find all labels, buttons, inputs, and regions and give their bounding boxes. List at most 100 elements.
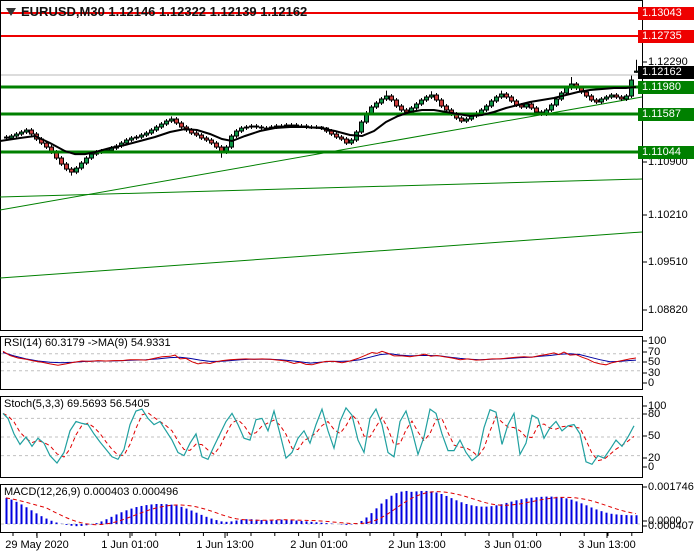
rsi-scale-label: 100 bbox=[648, 335, 667, 347]
rsi-series-line bbox=[2, 350, 637, 366]
candle-body bbox=[4, 136, 9, 139]
time-label: 3 Jun 13:00 bbox=[578, 539, 636, 551]
rsi-panel-title: RSI(14) 60.3179 ->MA(9) 54.9331 bbox=[4, 337, 171, 349]
candle-body bbox=[399, 105, 404, 111]
candle-body bbox=[504, 93, 509, 98]
candle-body bbox=[149, 129, 154, 134]
trendline-2[interactable] bbox=[0, 178, 643, 198]
macd-scale-label: 0.000407 bbox=[648, 520, 694, 532]
candle-body bbox=[9, 135, 14, 139]
candle-body bbox=[599, 98, 604, 103]
stoch-scale-label: 20 bbox=[648, 452, 661, 464]
candle-body bbox=[44, 142, 49, 148]
resistance-price-label: 1.12735 bbox=[638, 30, 694, 43]
candle-body bbox=[419, 99, 424, 105]
candle-body bbox=[339, 136, 344, 140]
candle-body bbox=[564, 87, 569, 94]
price-tick-label: 1.12290 bbox=[648, 56, 688, 68]
candle-body bbox=[289, 124, 294, 127]
close-value: 1.12162 bbox=[260, 4, 308, 19]
main-chart-panel[interactable] bbox=[0, 0, 643, 331]
support-price-label: 1.11587 bbox=[638, 108, 694, 121]
candle-body bbox=[624, 95, 629, 100]
stoch-panel-title: Stoch(5,3,3) 69.5693 56.5405 bbox=[4, 398, 150, 410]
candle-body bbox=[84, 157, 89, 164]
candle-body bbox=[614, 94, 619, 98]
chart-shift-triangle-icon bbox=[6, 8, 16, 16]
candle-body bbox=[359, 121, 364, 133]
macd-scale-label: 0.001746 bbox=[648, 481, 694, 493]
candle-body bbox=[159, 123, 164, 128]
candle-body bbox=[284, 124, 289, 127]
price-tick-label: 1.08820 bbox=[648, 304, 688, 316]
candle-body bbox=[549, 104, 554, 111]
candle-body bbox=[404, 109, 409, 113]
candle-body bbox=[199, 134, 204, 139]
current-price-label: 1.12162 bbox=[638, 66, 694, 79]
candle-body bbox=[394, 99, 399, 107]
candle-body bbox=[524, 103, 529, 108]
time-label: 2 Jun 01:00 bbox=[290, 539, 348, 551]
candle-body bbox=[344, 138, 349, 144]
stoch-scale-label: 0 bbox=[648, 461, 655, 473]
resistance-price-label: 1.13043 bbox=[638, 7, 694, 20]
candle-body bbox=[174, 118, 179, 124]
price-tick-label: 1.10210 bbox=[648, 209, 688, 221]
stoch-scale-label: 100 bbox=[648, 400, 667, 412]
candle-body bbox=[444, 105, 449, 111]
candle-body bbox=[74, 167, 79, 173]
stoch-k-line bbox=[2, 406, 635, 466]
time-label: 3 Jun 01:00 bbox=[484, 539, 542, 551]
candle-body bbox=[484, 105, 489, 111]
candle-body bbox=[584, 91, 589, 97]
candle-body bbox=[529, 103, 534, 109]
candle-body bbox=[534, 107, 539, 113]
candle-body bbox=[179, 122, 184, 128]
candle-body bbox=[259, 126, 264, 129]
candle-body bbox=[244, 126, 249, 129]
candle-body bbox=[19, 131, 24, 135]
candle-body bbox=[14, 133, 19, 137]
candle-body bbox=[209, 139, 214, 144]
low-value: 1.12139 bbox=[209, 4, 257, 19]
rsi-scale-label: 30 bbox=[648, 367, 661, 379]
candle-body bbox=[349, 139, 354, 144]
candle-body bbox=[69, 168, 74, 173]
high-value: 1.12322 bbox=[159, 4, 207, 19]
symbol-period-label: EURUSD,M30 bbox=[21, 4, 105, 19]
trendline-3[interactable] bbox=[0, 231, 643, 279]
candle-body bbox=[239, 127, 244, 132]
time-label: 29 May 2020 bbox=[5, 539, 69, 551]
rsi-panel[interactable] bbox=[0, 336, 643, 390]
candle-body bbox=[234, 130, 239, 137]
candle-body bbox=[439, 99, 444, 107]
candle-body bbox=[429, 94, 434, 98]
candle-body bbox=[494, 96, 499, 102]
candle-body bbox=[509, 96, 514, 102]
candle-body bbox=[384, 95, 389, 100]
support-price-label: 1.11980 bbox=[638, 81, 694, 94]
candle-body bbox=[554, 98, 559, 106]
candle-body bbox=[164, 120, 169, 125]
price-tick-label: 1.10900 bbox=[648, 156, 688, 168]
macd-signal-line bbox=[5, 491, 637, 526]
candle-body bbox=[79, 162, 84, 169]
candle-body bbox=[249, 125, 254, 128]
candle-body bbox=[24, 129, 29, 133]
stoch-scale-label: 80 bbox=[648, 408, 661, 420]
candle-body bbox=[594, 99, 599, 103]
support-price-label: 1.11044 bbox=[638, 146, 694, 159]
candle-body bbox=[464, 118, 469, 122]
candle-body bbox=[129, 137, 134, 141]
candle-body bbox=[204, 137, 209, 141]
candle-body bbox=[144, 132, 149, 136]
candle-body bbox=[379, 98, 384, 104]
candle-body bbox=[154, 126, 159, 131]
time-label: 2 Jun 13:00 bbox=[388, 539, 446, 551]
candle-body bbox=[294, 124, 299, 127]
candle-body bbox=[169, 118, 174, 122]
candle-body bbox=[389, 95, 394, 101]
candle-body bbox=[489, 100, 494, 107]
